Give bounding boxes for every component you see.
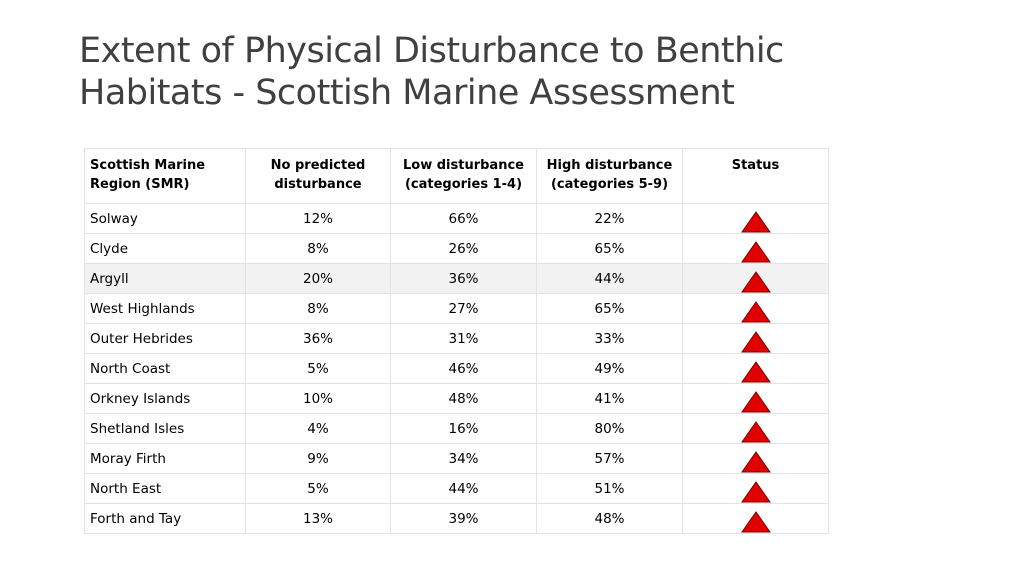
table-row: Argyll 20% 36% 44% [84,263,829,294]
low-disturbance-cell: 34% [390,443,537,474]
no-disturbance-cell: 12% [245,203,391,234]
table-row: Solway 12% 66% 22% [84,203,829,234]
high-disturbance-cell: 48% [536,503,683,534]
status-cell [682,203,829,234]
column-header-no-disturbance: No predicted disturbance [245,148,391,204]
status-cell [682,293,829,324]
no-disturbance-cell: 9% [245,443,391,474]
high-disturbance-cell: 33% [536,323,683,354]
region-cell: North East [84,473,246,504]
region-cell: North Coast [84,353,246,384]
region-cell: Forth and Tay [84,503,246,534]
region-cell: Clyde [84,233,246,264]
status-cell [682,413,829,444]
region-cell: Orkney Islands [84,383,246,414]
status-cell [682,443,829,474]
status-cell [682,383,829,414]
column-header-status: Status [682,148,829,204]
no-disturbance-cell: 13% [245,503,391,534]
disturbance-table: Scottish Marine Region (SMR) No predicte… [84,148,829,534]
low-disturbance-cell: 66% [390,203,537,234]
table-row: Shetland Isles 4% 16% 80% [84,413,829,444]
red-triangle-up-icon [740,390,771,412]
no-disturbance-cell: 5% [245,353,391,384]
table-row: Orkney Islands 10% 48% 41% [84,383,829,414]
no-disturbance-cell: 10% [245,383,391,414]
red-triangle-up-icon [740,450,771,472]
status-cell [682,263,829,294]
column-header-region: Scottish Marine Region (SMR) [84,148,246,204]
table-row: West Highlands 8% 27% 65% [84,293,829,324]
region-cell: Outer Hebrides [84,323,246,354]
red-triangle-up-icon [740,420,771,442]
low-disturbance-cell: 27% [390,293,537,324]
no-disturbance-cell: 8% [245,293,391,324]
no-disturbance-cell: 5% [245,473,391,504]
low-disturbance-cell: 48% [390,383,537,414]
low-disturbance-cell: 46% [390,353,537,384]
table-header-row: Scottish Marine Region (SMR) No predicte… [84,148,829,204]
low-disturbance-cell: 36% [390,263,537,294]
red-triangle-up-icon [740,300,771,322]
no-disturbance-cell: 20% [245,263,391,294]
low-disturbance-cell: 39% [390,503,537,534]
red-triangle-up-icon [740,360,771,382]
red-triangle-up-icon [740,330,771,352]
page-title-line-1: Extent of Physical Disturbance to Benthi… [79,31,784,71]
red-triangle-up-icon [740,480,771,502]
column-header-high-disturbance: High disturbance (categories 5-9) [536,148,683,204]
region-cell: Moray Firth [84,443,246,474]
column-header-low-disturbance: Low disturbance (categories 1-4) [390,148,537,204]
no-disturbance-cell: 36% [245,323,391,354]
page-title-line-2: Habitats - Scottish Marine Assessment [79,73,735,113]
low-disturbance-cell: 31% [390,323,537,354]
table-row: Clyde 8% 26% 65% [84,233,829,264]
high-disturbance-cell: 49% [536,353,683,384]
table-row: North Coast 5% 46% 49% [84,353,829,384]
region-cell: Solway [84,203,246,234]
high-disturbance-cell: 65% [536,293,683,324]
high-disturbance-cell: 65% [536,233,683,264]
region-cell: Shetland Isles [84,413,246,444]
low-disturbance-cell: 16% [390,413,537,444]
high-disturbance-cell: 51% [536,473,683,504]
high-disturbance-cell: 44% [536,263,683,294]
high-disturbance-cell: 80% [536,413,683,444]
low-disturbance-cell: 26% [390,233,537,264]
region-cell: Argyll [84,263,246,294]
status-cell [682,473,829,504]
status-cell [682,233,829,264]
high-disturbance-cell: 22% [536,203,683,234]
table-body: Solway 12% 66% 22% Clyde 8% 26% 65% Argy… [84,203,829,534]
table-row: Forth and Tay 13% 39% 48% [84,503,829,534]
status-cell [682,353,829,384]
page-title: Extent of Physical Disturbance to Benthi… [79,30,979,114]
status-cell [682,323,829,354]
red-triangle-up-icon [740,210,771,232]
high-disturbance-cell: 41% [536,383,683,414]
table-row: Outer Hebrides 36% 31% 33% [84,323,829,354]
low-disturbance-cell: 44% [390,473,537,504]
high-disturbance-cell: 57% [536,443,683,474]
status-cell [682,503,829,534]
table-row: Moray Firth 9% 34% 57% [84,443,829,474]
region-cell: West Highlands [84,293,246,324]
red-triangle-up-icon [740,240,771,262]
red-triangle-up-icon [740,510,771,532]
no-disturbance-cell: 4% [245,413,391,444]
no-disturbance-cell: 8% [245,233,391,264]
table-row: North East 5% 44% 51% [84,473,829,504]
red-triangle-up-icon [740,270,771,292]
